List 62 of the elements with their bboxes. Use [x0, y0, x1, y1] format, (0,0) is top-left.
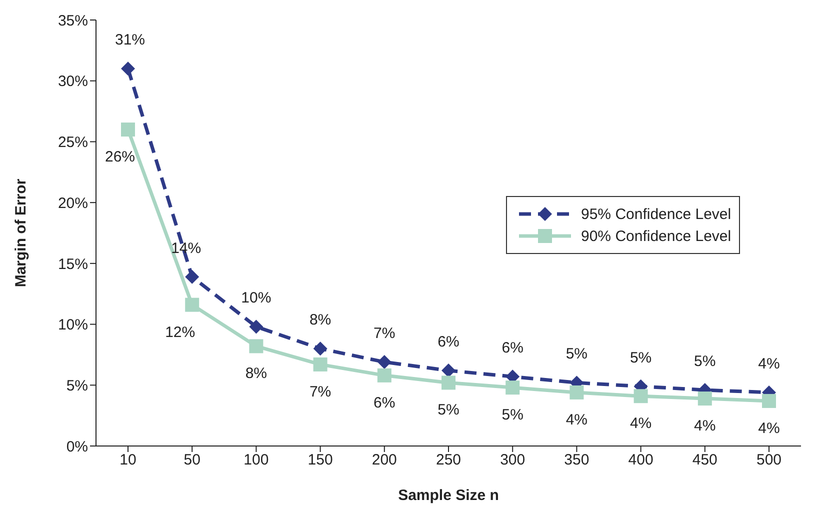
data-label: 31% — [114, 32, 146, 49]
x-tick-label: 450 — [692, 452, 718, 469]
point — [185, 298, 200, 312]
data-label: 5% — [566, 346, 588, 363]
point — [185, 270, 200, 284]
data-label: 7% — [309, 383, 332, 400]
point — [377, 355, 392, 370]
point — [121, 62, 135, 76]
data-label: 6% — [502, 340, 524, 357]
data-label: 4% — [758, 355, 780, 372]
data-label: 4% — [566, 411, 588, 428]
data-label: 8% — [245, 365, 268, 382]
data-label: 5% — [630, 349, 652, 366]
point — [377, 368, 392, 382]
data-label: 6% — [374, 394, 396, 412]
point — [121, 122, 135, 137]
point — [762, 394, 776, 408]
data-label: 6% — [438, 334, 460, 351]
x-axis-title: Sample Size n — [398, 487, 499, 504]
x-tick-label: 50 — [184, 452, 200, 469]
data-label: 8% — [309, 312, 332, 329]
point — [570, 385, 584, 400]
x-tick-label: 350 — [564, 452, 590, 469]
y-tick-label: 25% — [58, 134, 88, 152]
data-label: 5% — [694, 353, 716, 370]
x-tick-label: 500 — [756, 452, 782, 469]
point — [313, 342, 328, 356]
data-label: 4% — [630, 415, 652, 432]
x-tick-label: 10 — [120, 452, 136, 469]
point — [442, 376, 456, 390]
data-label: 5% — [502, 406, 524, 424]
data-label: 12% — [165, 324, 196, 341]
legend-label: 95% Confidence Level — [581, 206, 732, 222]
point — [313, 357, 328, 372]
data-label: 5% — [438, 402, 460, 419]
data-label: 10% — [241, 290, 272, 307]
y-tick-label: 10% — [58, 316, 88, 334]
y-tick-label: 30% — [58, 73, 88, 90]
data-label: 7% — [374, 325, 396, 342]
point — [698, 392, 712, 406]
x-tick-label: 200 — [372, 452, 397, 469]
y-tick-label: 0% — [66, 438, 88, 456]
x-tick-label: 300 — [500, 452, 526, 469]
data-label: 4% — [694, 418, 716, 435]
y-tick-label: 5% — [66, 377, 88, 394]
point — [506, 380, 520, 395]
y-tick-label: 15% — [58, 256, 88, 273]
point — [442, 364, 456, 378]
y-tick-label: 35% — [58, 12, 88, 30]
x-tick-label: 100 — [244, 452, 269, 469]
data-label: 26% — [104, 148, 136, 166]
x-tick-label: 150 — [308, 452, 333, 469]
data-label: 4% — [758, 420, 780, 437]
legend-label: 90% Confidence Level — [581, 228, 732, 244]
point — [634, 389, 648, 404]
point — [249, 320, 264, 334]
x-tick-label: 400 — [628, 452, 654, 469]
point — [249, 339, 264, 354]
y-axis-title: Margin of Error — [12, 178, 30, 288]
x-tick-label: 250 — [436, 452, 462, 469]
data-label: 14% — [171, 240, 202, 257]
y-tick-label: 20% — [58, 194, 88, 212]
